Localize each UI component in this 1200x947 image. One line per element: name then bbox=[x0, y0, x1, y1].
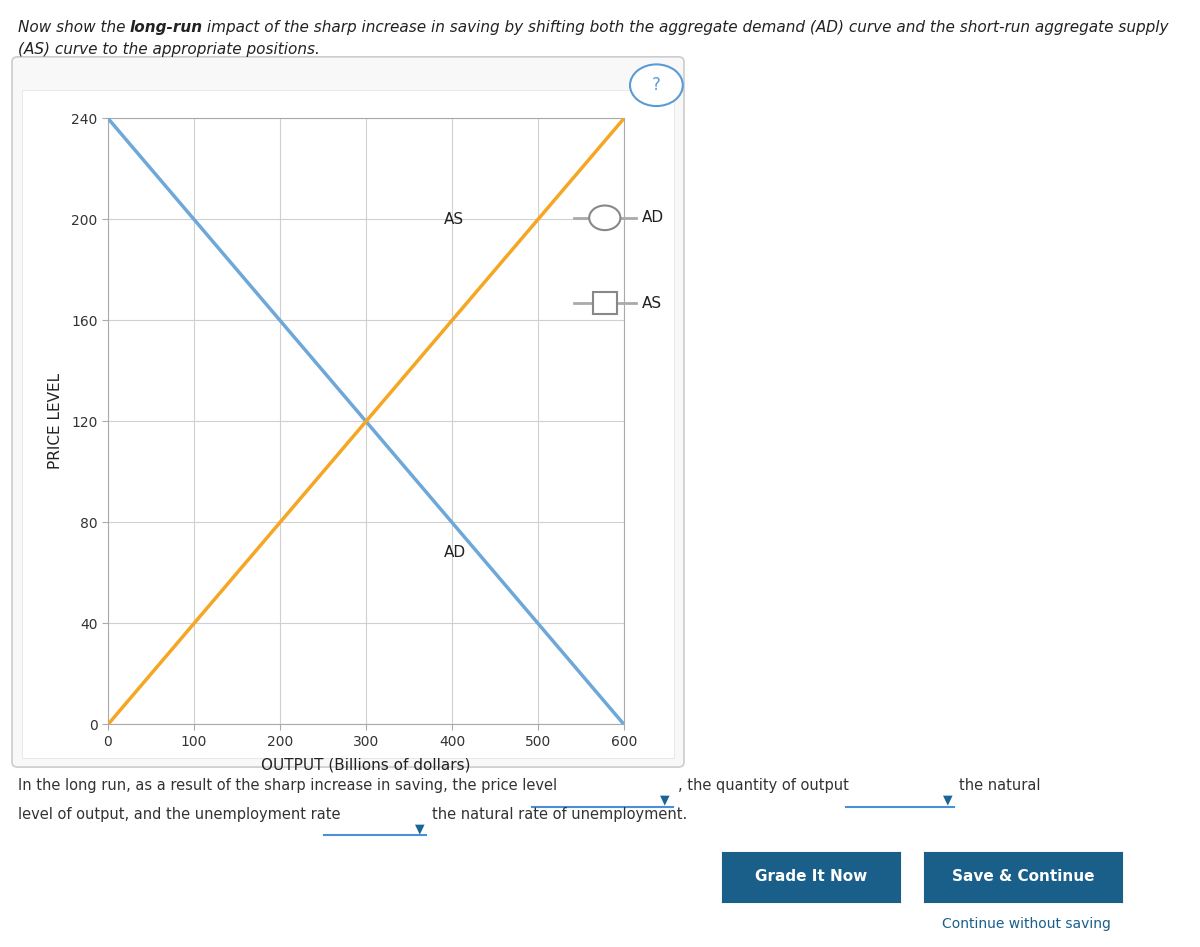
X-axis label: OUTPUT (Billions of dollars): OUTPUT (Billions of dollars) bbox=[262, 758, 470, 772]
Text: the natural rate of unemployment.: the natural rate of unemployment. bbox=[432, 807, 688, 822]
Text: ▼: ▼ bbox=[943, 794, 953, 807]
Text: long-run: long-run bbox=[130, 20, 203, 35]
Text: Now show the: Now show the bbox=[18, 20, 131, 35]
Text: Continue without saving: Continue without saving bbox=[942, 917, 1110, 931]
Text: In the long run, as a result of the sharp increase in saving, the price level: In the long run, as a result of the shar… bbox=[18, 778, 557, 794]
Text: level of output, and the unemployment rate: level of output, and the unemployment ra… bbox=[18, 807, 341, 822]
Text: Grade It Now: Grade It Now bbox=[755, 869, 868, 884]
Text: ?: ? bbox=[652, 76, 661, 95]
Text: ▼: ▼ bbox=[660, 794, 670, 807]
Text: impact of the sharp increase in saving by shifting both the aggregate demand (AD: impact of the sharp increase in saving b… bbox=[202, 20, 1168, 35]
Text: , the quantity of output: , the quantity of output bbox=[678, 778, 848, 794]
Text: ▼: ▼ bbox=[415, 822, 425, 835]
Text: AS: AS bbox=[444, 212, 463, 227]
Text: the natural: the natural bbox=[959, 778, 1040, 794]
Text: AS: AS bbox=[642, 295, 662, 311]
Y-axis label: PRICE LEVEL: PRICE LEVEL bbox=[48, 373, 62, 470]
Text: AD: AD bbox=[642, 210, 664, 225]
Text: Save & Continue: Save & Continue bbox=[952, 869, 1094, 884]
Text: (AS) curve to the appropriate positions.: (AS) curve to the appropriate positions. bbox=[18, 42, 320, 57]
Text: AD: AD bbox=[444, 545, 466, 561]
